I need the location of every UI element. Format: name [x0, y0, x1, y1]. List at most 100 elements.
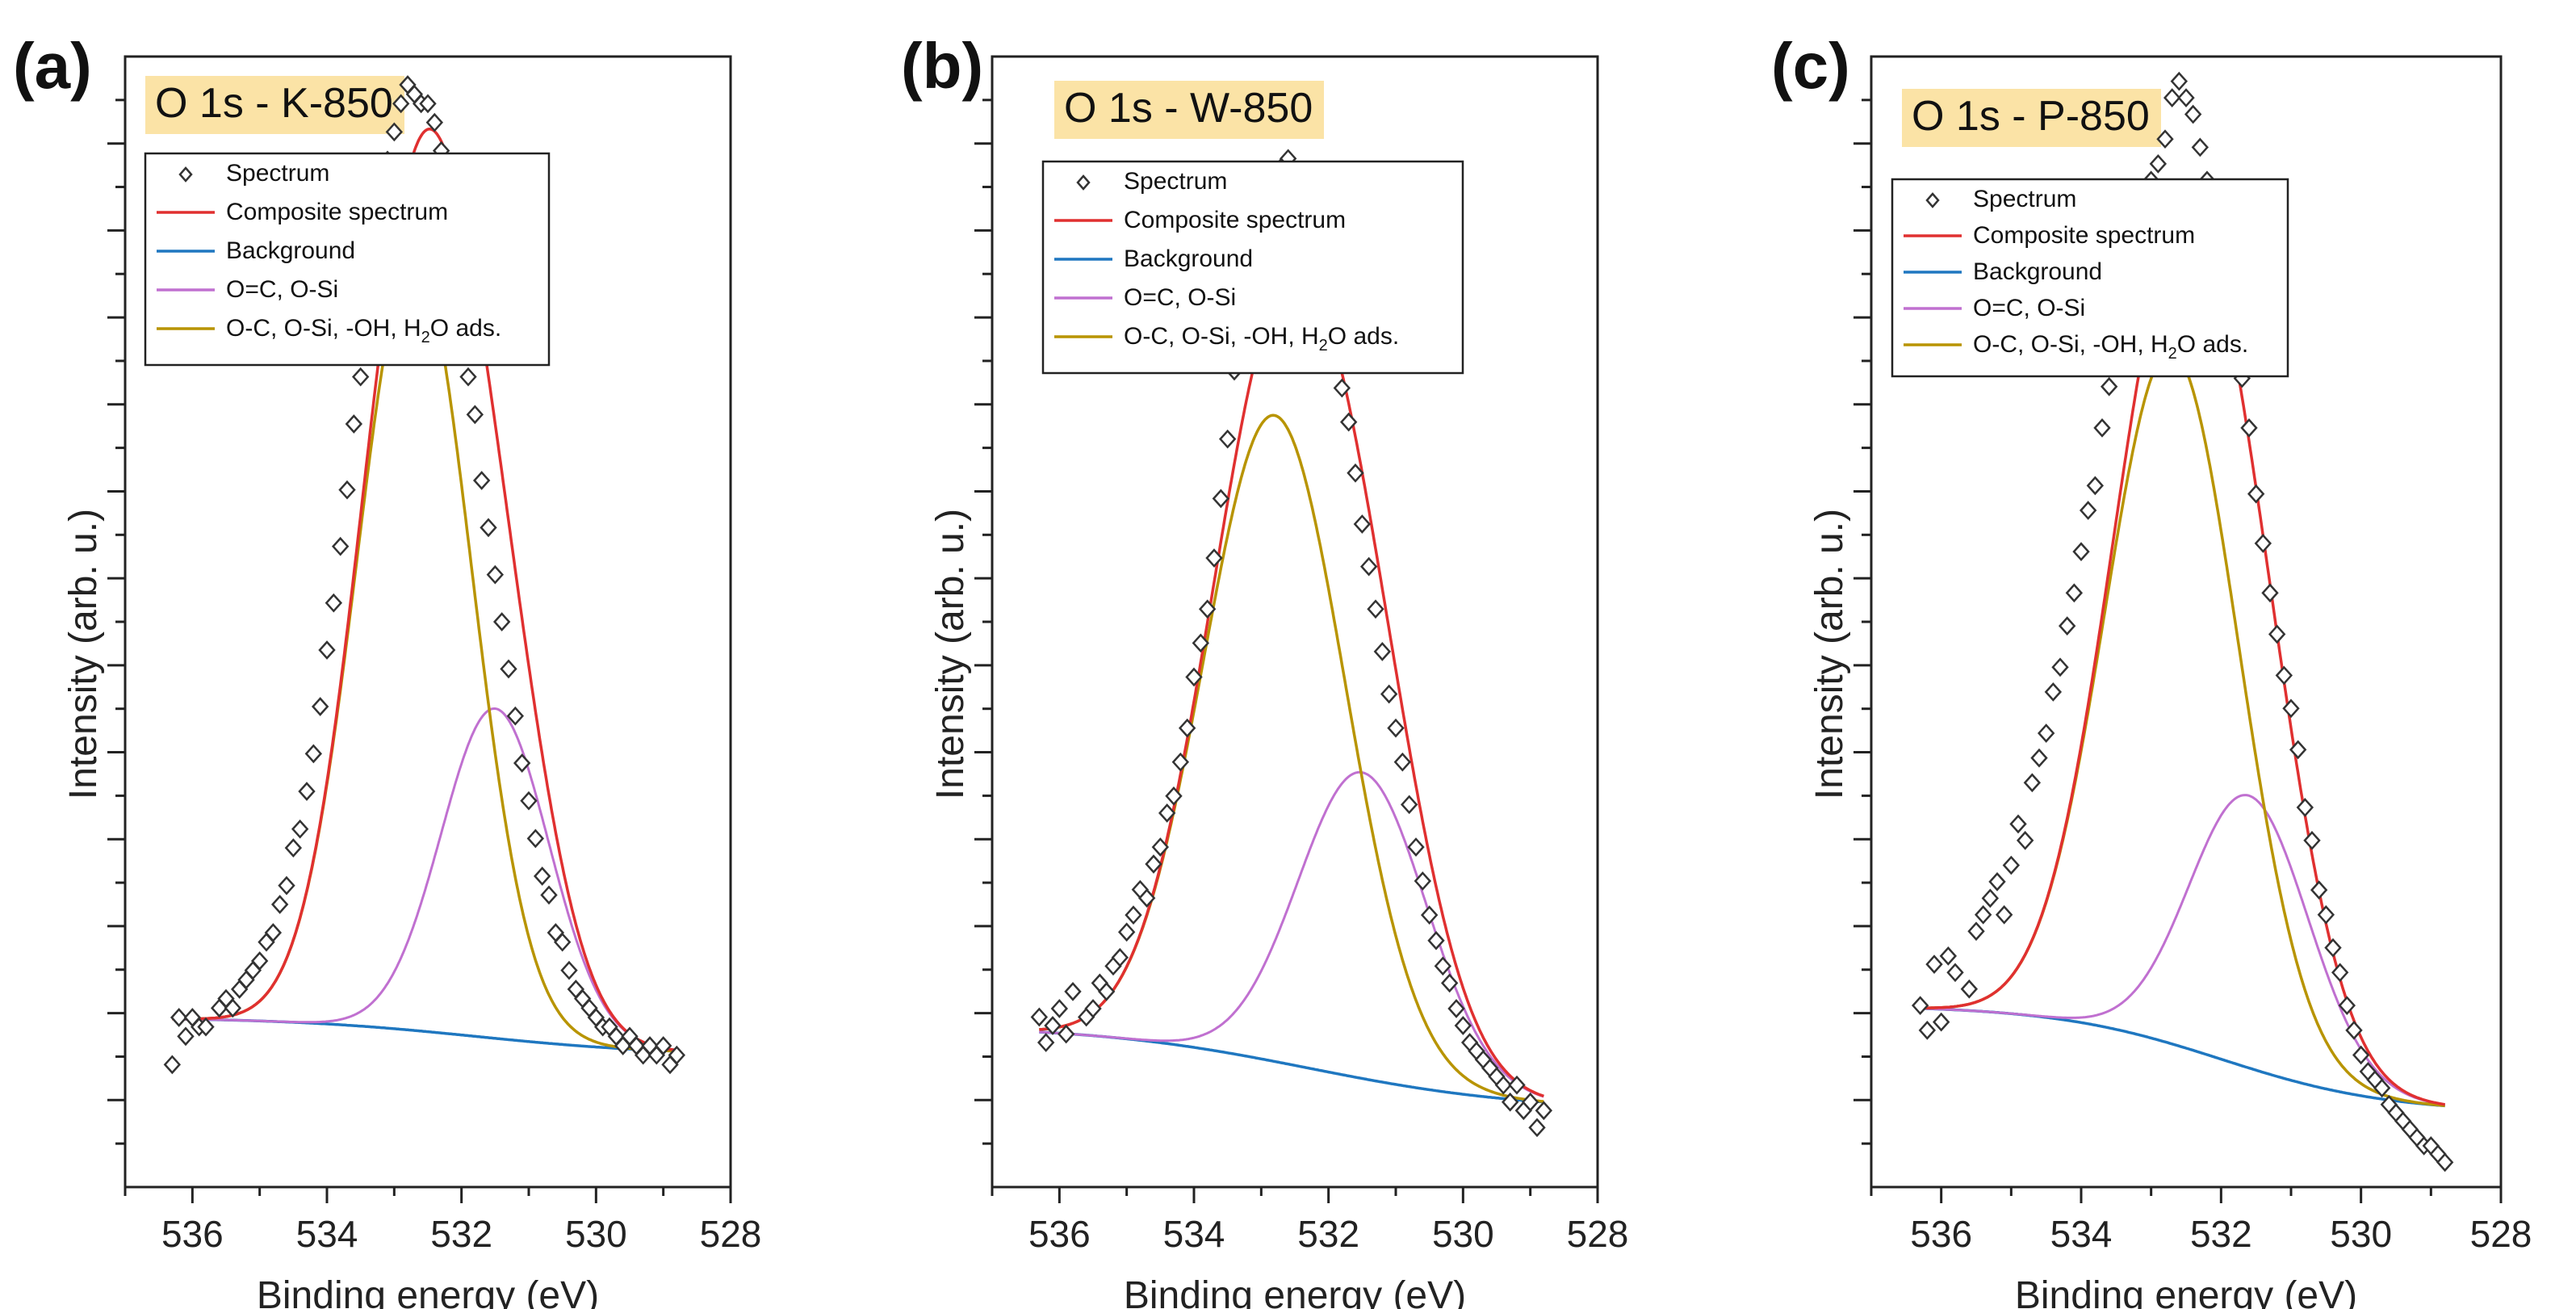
spectrum-point: [270, 895, 289, 914]
spectrum-point: [2044, 682, 2063, 702]
spectrum-point: [1125, 905, 1142, 925]
x-tick-label: 532: [2190, 1213, 2252, 1255]
spectrum-point: [170, 1008, 188, 1027]
spectrum-point: [1932, 1012, 1950, 1032]
spectrum-point: [1212, 489, 1230, 509]
spectrum-point: [1198, 599, 1217, 619]
x-tick-label: 528: [1567, 1213, 1629, 1255]
spectrum-point: [2289, 740, 2307, 760]
spectrum-point: [1339, 412, 1358, 432]
chart-svg: 536 534 532 530 528 Binding energy (eV) Intens…: [929, 55, 1629, 1309]
spectrum-point: [1925, 954, 1943, 974]
legend-peak2-label: O-C, O-Si, -OH, H2O ads.: [1973, 331, 2248, 363]
spectrum-point: [1367, 599, 1384, 619]
peak-o-double-c-line: [1920, 794, 2445, 1106]
spectrum-point: [2177, 88, 2195, 107]
spectrum-point: [392, 94, 410, 114]
spectrum-point: [654, 1036, 672, 1055]
legend-peak2-subscript: 2: [421, 329, 430, 346]
spectrum-point: [298, 782, 316, 801]
legend-peak2-label: O-C, O-Si, -OH, H2O ads.: [1124, 323, 1399, 355]
peak-o-c-line: [1920, 349, 2445, 1107]
spectrum-point: [284, 838, 303, 858]
spectrum-point: [2191, 137, 2209, 157]
spectrum-point: [1995, 904, 2013, 925]
spectrum-point: [1414, 871, 1432, 891]
spectrum-point: [1387, 718, 1405, 738]
spectrum-point: [1030, 1007, 1049, 1027]
spectrum-point: [2317, 904, 2335, 925]
spectrum-point: [224, 998, 242, 1018]
spectrum-point: [2324, 938, 2342, 958]
spectrum-point: [2037, 724, 2055, 743]
peak-o-double-c-line: [1039, 770, 1544, 1098]
spectrum-point: [1218, 429, 1237, 449]
spectrum-point: [2240, 417, 2258, 438]
spectrum-point: [2058, 616, 2076, 636]
x-tick-label: 536: [1028, 1213, 1091, 1255]
spectrum-point: [2156, 129, 2174, 149]
spectrum-point: [1158, 803, 1176, 823]
legend-spectrum-label: Spectrum: [1124, 168, 1227, 195]
legend-spectrum-marker: [1925, 192, 1940, 208]
chart-svg: 536 534 532 530 528 Binding energy (eV) Intens…: [1808, 55, 2532, 1309]
spectrum-point: [1911, 996, 1929, 1016]
spectrum-point: [2002, 855, 2021, 875]
spectrum-point: [1192, 633, 1210, 653]
legend: Spectrum Composite spectrum Background O=C,…: [1041, 160, 1464, 375]
spectrum-point: [1440, 973, 1459, 993]
spectrum-point: [486, 564, 505, 585]
spectrum-point: [1918, 1020, 1937, 1040]
panel-c: (c) O 1s - P-850 536 534 532 530 528 Binding …: [1718, 0, 2576, 1309]
spectrum-point: [1454, 1016, 1472, 1035]
legend-peak2-part-a: O-C, O-Si, -OH, H: [1124, 323, 1319, 350]
chart-svg: 536 534 532 530 528 Binding energy (eV) Intens…: [62, 55, 761, 1309]
spectrum-point: [1165, 786, 1183, 806]
spectrum-point: [331, 536, 350, 556]
spectrum-point: [1097, 982, 1116, 1001]
x-tick-label: 536: [161, 1213, 224, 1255]
spectrum-point: [1037, 1033, 1055, 1052]
spectrum-point: [385, 122, 404, 142]
spectrum-point: [2051, 657, 2069, 678]
spectrum-point: [2373, 1078, 2391, 1098]
spectrum-point: [1427, 930, 1445, 950]
spectrum-point: [1185, 667, 1203, 687]
spectrum-point: [425, 112, 444, 132]
x-axis-label: Binding energy (eV): [2015, 1274, 2357, 1309]
legend-background-label: Background: [1973, 258, 2102, 285]
spectrum-point: [1521, 1092, 1539, 1112]
legend-composite-label: Composite spectrum: [226, 199, 448, 225]
spectrum-point: [1420, 905, 1439, 925]
spectrum-point: [1205, 548, 1223, 568]
spectrum-point: [513, 753, 531, 773]
spectrum-point: [459, 367, 477, 387]
legend-background-label: Background: [226, 237, 355, 264]
x-tick-label: 534: [2050, 1213, 2113, 1255]
spectrum-point: [304, 744, 323, 764]
spectrum-point: [1044, 1016, 1062, 1035]
spectrum-point: [1528, 1118, 1546, 1138]
spectrum-point: [1151, 837, 1170, 857]
spectrum-point: [1145, 854, 1162, 874]
spectrum-point: [1494, 1075, 1513, 1095]
spectrum-point: [1084, 999, 1102, 1018]
peak-o-double-c-line: [172, 707, 677, 1051]
legend-peak2-label: O-C, O-Si, -OH, H2O ads.: [226, 315, 501, 346]
spectrum-point: [1064, 982, 1082, 1001]
spectrum-point: [1939, 946, 1958, 966]
spectrum-point: [2163, 88, 2181, 107]
legend-peak2-part-b: O ads.: [1328, 323, 1399, 350]
spectrum-point: [1333, 378, 1351, 398]
legend-peak2-part-b: O ads.: [2177, 331, 2248, 358]
y-axis-label: Intensity (arb. u.): [1808, 509, 1851, 799]
spectrum-point: [338, 480, 356, 500]
spectrum-point: [311, 697, 329, 716]
chart-title: O 1s - K-850: [145, 76, 404, 134]
spectrum-point: [1393, 752, 1412, 772]
legend-peak2-subscript: 2: [1319, 337, 1328, 355]
spectrum-point: [2009, 814, 2027, 834]
x-axis-label: Binding energy (eV): [1124, 1274, 1466, 1309]
spectrum-point: [1111, 947, 1129, 967]
x-tick-label: 532: [1297, 1213, 1359, 1255]
